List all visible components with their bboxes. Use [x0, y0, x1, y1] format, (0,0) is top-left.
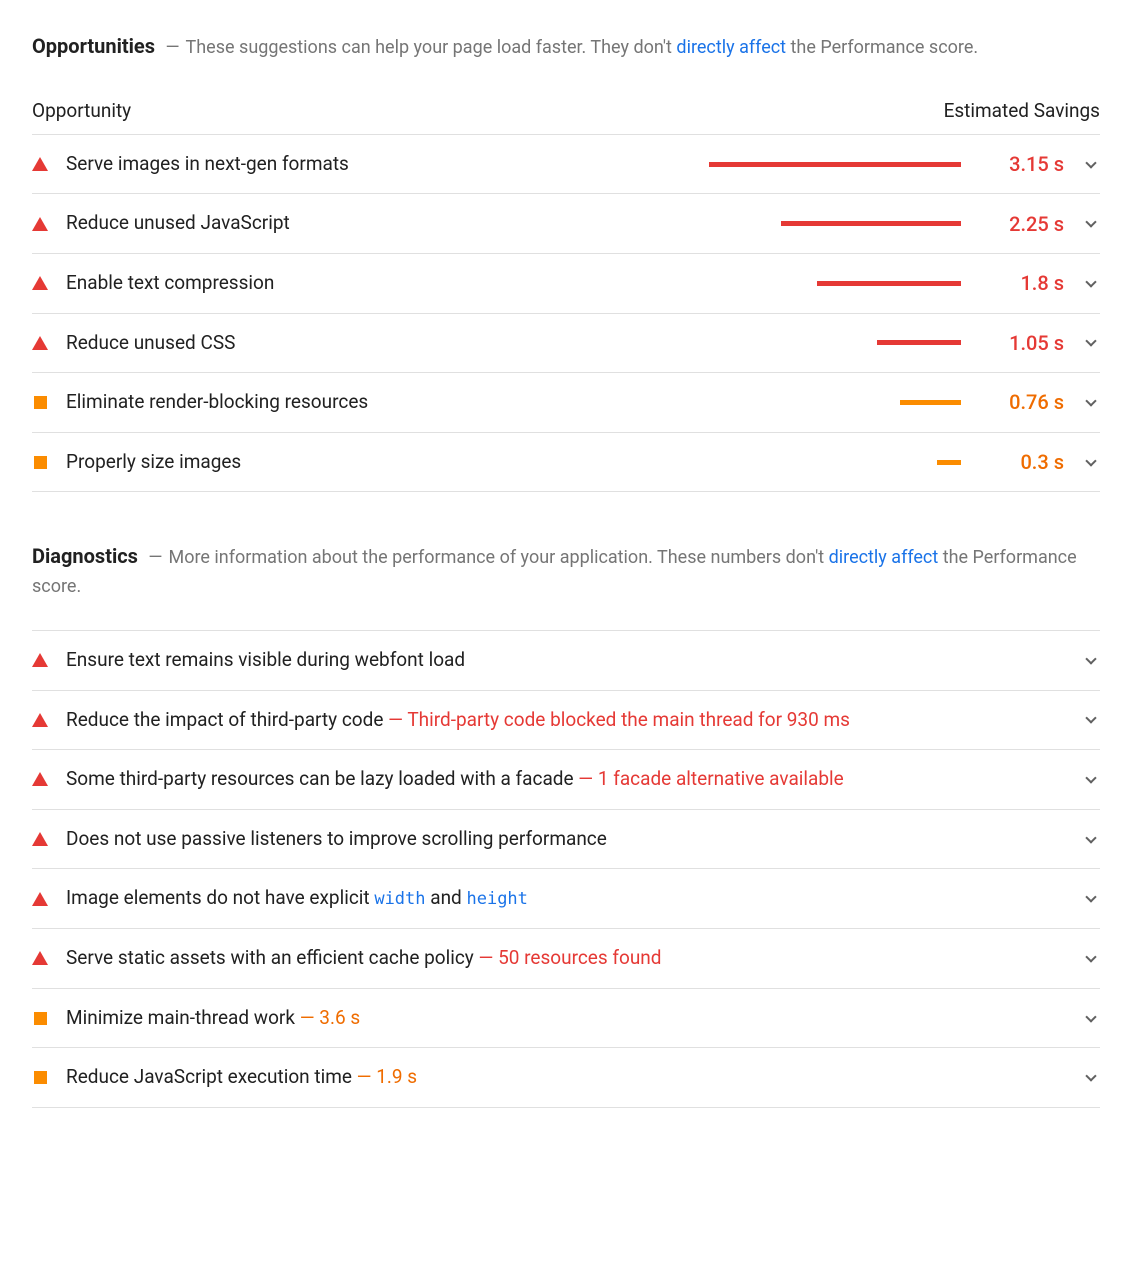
- fail-triangle-icon: [32, 157, 48, 171]
- diagnostic-row[interactable]: Serve static assets with an efficient ca…: [32, 928, 1100, 988]
- savings-bar: [877, 340, 961, 345]
- chevron-down-icon: [1085, 336, 1096, 347]
- savings-bar-container: [681, 460, 961, 465]
- diagnostic-label: Reduce the impact of third-party code — …: [66, 707, 1064, 734]
- diagnostic-row[interactable]: Does not use passive listeners to improv…: [32, 809, 1100, 869]
- opportunity-row[interactable]: Reduce unused CSS 1.05 s: [32, 313, 1100, 373]
- diagnostic-label: Does not use passive listeners to improv…: [66, 826, 1064, 853]
- diagnostic-detail: 1 facade alternative available: [598, 767, 844, 790]
- savings-value: 1.05 s: [979, 331, 1064, 355]
- col-opportunity: Opportunity: [32, 99, 131, 122]
- savings-bar: [937, 460, 961, 465]
- average-square-icon: [34, 1071, 47, 1084]
- opportunity-label: Serve images in next-gen formats: [66, 151, 663, 178]
- savings-bar: [817, 281, 961, 286]
- diagnostics-header: Diagnostics —More information about the …: [32, 540, 1100, 602]
- fail-triangle-icon: [32, 217, 48, 231]
- directly-affect-link[interactable]: directly affect: [829, 547, 939, 568]
- opportunity-label: Reduce unused JavaScript: [66, 210, 663, 237]
- fail-triangle-icon: [32, 951, 48, 965]
- opportunities-title: Opportunities: [32, 34, 155, 58]
- opportunity-row[interactable]: Enable text compression 1.8 s: [32, 253, 1100, 313]
- chevron-down-icon: [1085, 951, 1096, 962]
- savings-bar: [900, 400, 961, 405]
- savings-bar-container: [681, 162, 961, 167]
- diagnostic-row[interactable]: Some third-party resources can be lazy l…: [32, 749, 1100, 809]
- chevron-down-icon: [1085, 217, 1096, 228]
- opportunities-table-header: Opportunity Estimated Savings: [32, 91, 1100, 134]
- fail-triangle-icon: [32, 653, 48, 667]
- savings-value: 0.76 s: [979, 390, 1064, 414]
- diagnostic-label: Serve static assets with an efficient ca…: [66, 945, 1064, 972]
- savings-bar: [781, 221, 961, 226]
- diagnostic-row[interactable]: Minimize main-thread work — 3.6 s: [32, 988, 1100, 1048]
- diagnostic-detail: 3.6 s: [319, 1006, 360, 1029]
- diagnostic-detail: 50 resources found: [498, 946, 661, 969]
- opportunities-header: Opportunities —These suggestions can hel…: [32, 30, 1100, 63]
- chevron-down-icon: [1085, 1070, 1096, 1081]
- fail-triangle-icon: [32, 276, 48, 290]
- chevron-down-icon: [1085, 276, 1096, 287]
- savings-bar-container: [681, 281, 961, 286]
- savings-bar: [709, 162, 961, 167]
- diagnostic-row[interactable]: Reduce JavaScript execution time — 1.9 s: [32, 1047, 1100, 1108]
- savings-value: 3.15 s: [979, 152, 1064, 176]
- directly-affect-link[interactable]: directly affect: [676, 37, 786, 58]
- savings-bar-container: [681, 400, 961, 405]
- diagnostics-list: Ensure text remains visible during webfo…: [32, 630, 1100, 1108]
- opportunities-description: —These suggestions can help your page lo…: [159, 37, 978, 58]
- chevron-down-icon: [1085, 1011, 1096, 1022]
- opportunity-row[interactable]: Properly size images 0.3 s: [32, 432, 1100, 493]
- chevron-down-icon: [1085, 455, 1096, 466]
- fail-triangle-icon: [32, 772, 48, 786]
- diagnostic-label: Minimize main-thread work — 3.6 s: [66, 1005, 1064, 1032]
- diagnostic-row[interactable]: Image elements do not have explicit widt…: [32, 868, 1100, 928]
- average-square-icon: [34, 456, 47, 469]
- average-square-icon: [34, 396, 47, 409]
- savings-bar-container: [681, 221, 961, 226]
- chevron-down-icon: [1085, 832, 1096, 843]
- chevron-down-icon: [1085, 772, 1096, 783]
- diagnostic-row[interactable]: Reduce the impact of third-party code — …: [32, 690, 1100, 750]
- chevron-down-icon: [1085, 713, 1096, 724]
- savings-value: 1.8 s: [979, 271, 1064, 295]
- opportunity-label: Properly size images: [66, 449, 663, 476]
- opportunities-list: Serve images in next-gen formats 3.15 s Re…: [32, 134, 1100, 493]
- chevron-down-icon: [1085, 653, 1096, 664]
- fail-triangle-icon: [32, 336, 48, 350]
- opportunity-label: Enable text compression: [66, 270, 663, 297]
- diagnostic-label: Some third-party resources can be lazy l…: [66, 766, 1064, 793]
- savings-value: 2.25 s: [979, 212, 1064, 236]
- col-estimated-savings: Estimated Savings: [944, 99, 1100, 122]
- chevron-down-icon: [1085, 892, 1096, 903]
- diagnostic-detail: 1.9 s: [376, 1065, 417, 1088]
- diagnostic-label: Image elements do not have explicit widt…: [66, 885, 1064, 912]
- diagnostics-description: —More information about the performance …: [32, 547, 1077, 597]
- average-square-icon: [34, 1012, 47, 1025]
- fail-triangle-icon: [32, 892, 48, 906]
- savings-value: 0.3 s: [979, 450, 1064, 474]
- fail-triangle-icon: [32, 832, 48, 846]
- diagnostic-row[interactable]: Ensure text remains visible during webfo…: [32, 630, 1100, 690]
- diagnostic-detail: Third-party code blocked the main thread…: [407, 708, 850, 731]
- diagnostic-label: Reduce JavaScript execution time — 1.9 s: [66, 1064, 1064, 1091]
- opportunity-label: Eliminate render-blocking resources: [66, 389, 663, 416]
- chevron-down-icon: [1085, 395, 1096, 406]
- chevron-down-icon: [1085, 157, 1096, 168]
- savings-bar-container: [681, 340, 961, 345]
- opportunity-row[interactable]: Eliminate render-blocking resources 0.76 …: [32, 372, 1100, 432]
- opportunity-row[interactable]: Serve images in next-gen formats 3.15 s: [32, 134, 1100, 194]
- opportunity-row[interactable]: Reduce unused JavaScript 2.25 s: [32, 193, 1100, 253]
- opportunity-label: Reduce unused CSS: [66, 330, 663, 357]
- diagnostics-title: Diagnostics: [32, 544, 138, 568]
- diagnostic-label: Ensure text remains visible during webfo…: [66, 647, 1064, 674]
- fail-triangle-icon: [32, 713, 48, 727]
